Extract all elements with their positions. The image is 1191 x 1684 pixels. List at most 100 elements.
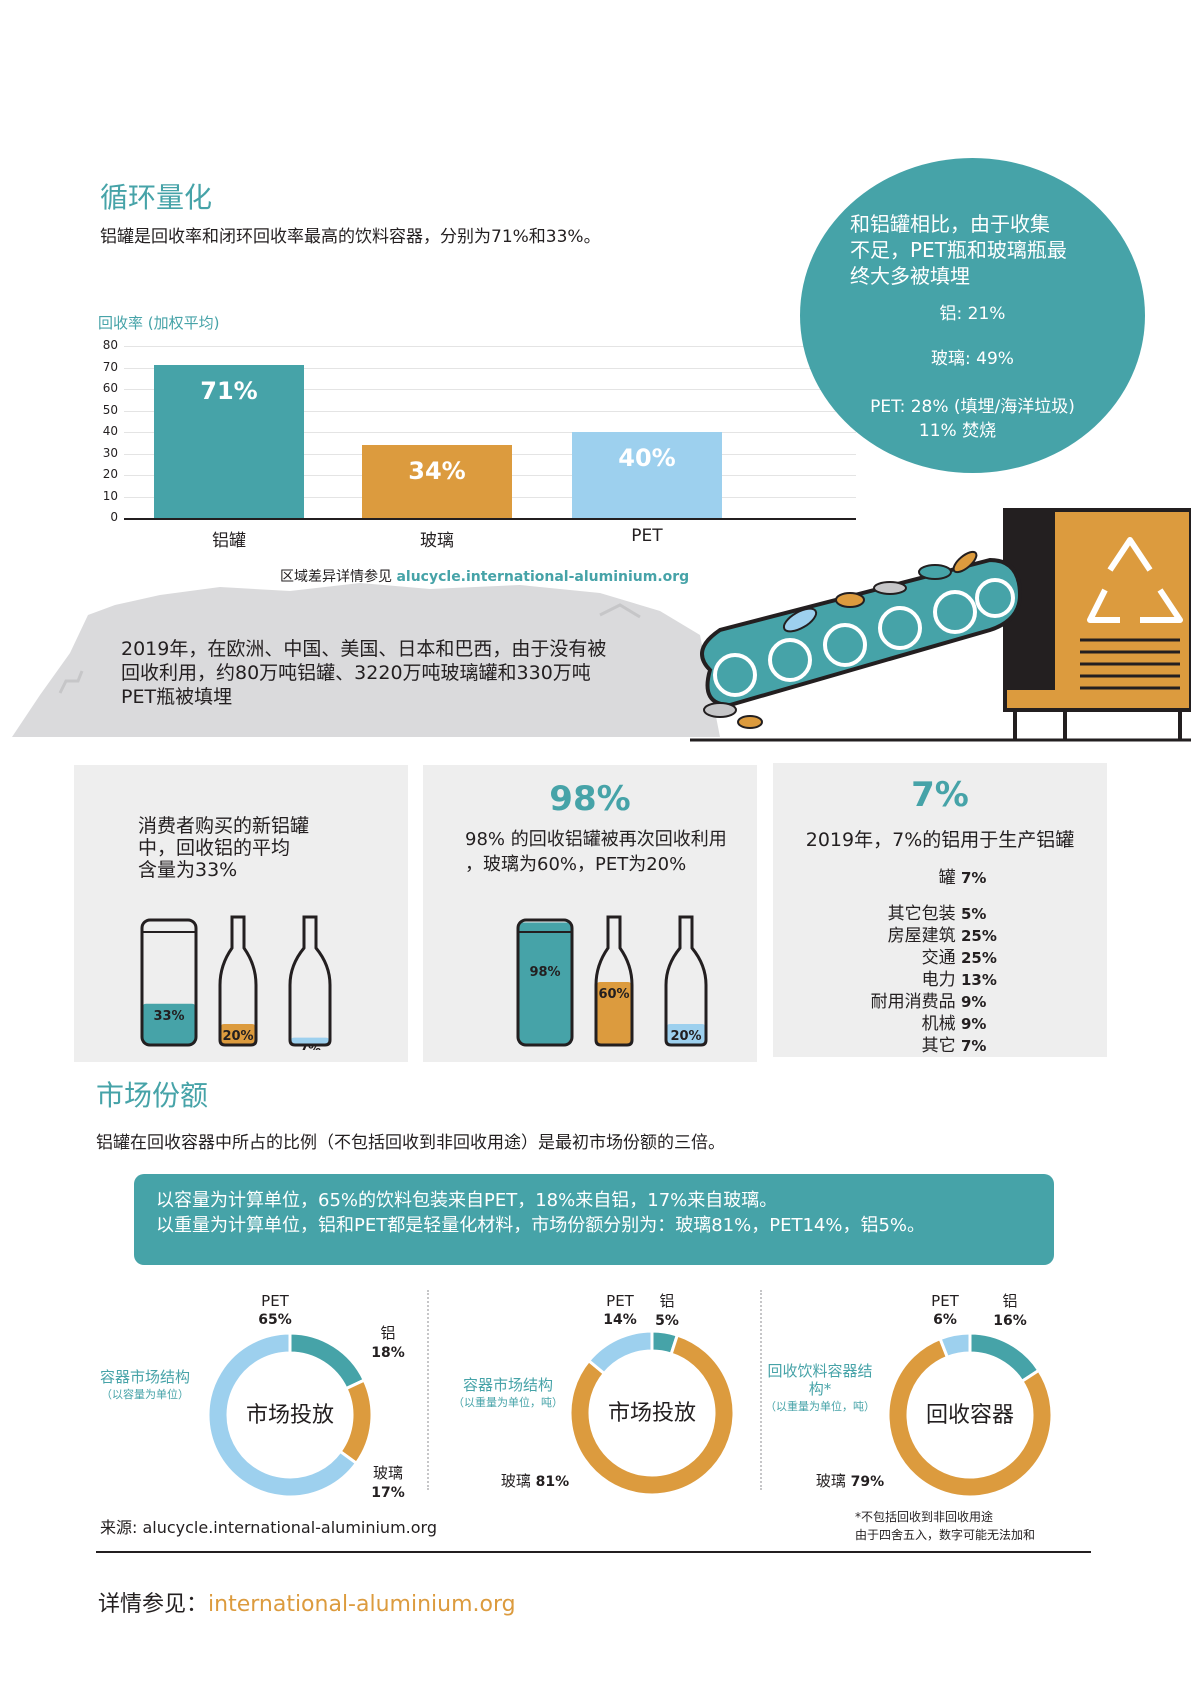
circle-line1: 和铝罐相比，由于收集 xyxy=(850,212,1050,236)
x-axis-line xyxy=(124,518,856,520)
bar-1: 34% xyxy=(362,444,512,518)
bar-0: 71% xyxy=(154,365,304,518)
end-use-label: 电力 xyxy=(921,970,961,990)
landfill-text-line2: 回收利用，约80万吨铝罐、3220万吨玻璃罐和330万吨 xyxy=(121,662,591,684)
panel1-line3: 含量为33% xyxy=(138,859,238,881)
gridline xyxy=(124,346,856,347)
donut2-center-label: 市场投放 xyxy=(607,1401,696,1426)
circle-al-share: 铝: 21% xyxy=(939,304,1006,324)
end-use-row: 耐用消费品 9% xyxy=(871,987,1003,1012)
y-tick-0: 0 xyxy=(110,510,118,524)
panel1-text: 消费者购买的新铝罐 中，回收铝的平均 含量为33% xyxy=(138,815,309,881)
donut1-al-label: 铝 18% xyxy=(363,1322,413,1361)
end-use-value: 5% xyxy=(961,905,987,923)
donut1-title: 容器市场结构 （以容量为单位） xyxy=(80,1368,210,1404)
circle-pet-incineration: 11% 焚烧 xyxy=(918,421,997,441)
panel1-line2: 中，回收铝的平均 xyxy=(138,837,291,859)
donut-slice xyxy=(938,1331,972,1360)
donut-slice xyxy=(968,1331,1041,1384)
end-use-label: 其它包装 xyxy=(887,904,961,924)
donut1-pet-name: PET xyxy=(261,1292,289,1310)
end-use-value: 9% xyxy=(961,993,987,1011)
pet-bottle-value-label: 7% xyxy=(299,1043,321,1050)
end-use-value: 25% xyxy=(961,949,997,967)
panel-recycled-content: 消费者购买的新铝罐 中，回收铝的平均 含量为33% 33% 20% 7% xyxy=(74,765,408,1062)
end-use-row: 交通 25% xyxy=(922,943,1003,968)
end-use-value: 25% xyxy=(961,927,997,945)
donut-slice xyxy=(886,1336,1054,1499)
donut-divider-2 xyxy=(760,1290,762,1490)
panel2-containers-graphic: 98% 60% 20% xyxy=(516,915,708,1047)
panel3-line1: 2019年，7%的铝用于生产铝罐 xyxy=(805,829,1075,851)
gridline xyxy=(124,432,856,433)
banner-line2: 以重量为计算单位，铝和PET都是轻量化材料，市场份额分别为：玻璃81%，PET1… xyxy=(156,1215,926,1236)
gridline xyxy=(124,389,856,390)
donut3-title: 回收饮料容器结 构* （以重量为单位，吨） xyxy=(755,1362,885,1416)
glass-bottle-icon: 20% xyxy=(218,915,258,1047)
end-use-label: 交通 xyxy=(921,948,961,968)
donut1-title-text: 容器市场结构 xyxy=(99,1368,190,1386)
footer: 详情参见：international-aluminium.org xyxy=(98,1586,516,1618)
donut2-title-text: 容器市场结构 xyxy=(462,1376,553,1394)
category-label: PET xyxy=(631,526,663,546)
donut3-al-label: 铝 16% xyxy=(990,1290,1030,1329)
donut1-al-name: 铝 xyxy=(380,1324,396,1342)
circle-pet-share: PET: 28% (填埋/海洋垃圾) xyxy=(870,397,1075,417)
footnote-rounding: 由于四舍五入，数字可能无法加和 xyxy=(855,1528,1036,1542)
end-use-row: 机械 9% xyxy=(922,1009,1003,1034)
panel3-end-use-list: 罐 7% 其它包装 5% 房屋建筑 25% 交通 25% 电力 13% 耐用消费品 9% 机… xyxy=(773,863,1003,1056)
y-tick-20: 20 xyxy=(102,467,118,481)
donut3-glass-value: 79% xyxy=(850,1474,885,1490)
donut3-pet-label: PET 6% xyxy=(925,1292,965,1328)
circle-glass-share: 玻璃: 49% xyxy=(931,349,1014,369)
panel1-line1: 消费者购买的新铝罐 xyxy=(138,815,310,837)
donut1-subtitle: （以容量为单位） xyxy=(101,1388,189,1401)
pet-bottle-icon: 7% xyxy=(288,915,332,1050)
donut3-pet-name: PET xyxy=(931,1292,959,1310)
footer-link[interactable]: international-aluminium.org xyxy=(208,1592,516,1617)
donut3-chart xyxy=(886,1331,1054,1499)
can-icon: 98% xyxy=(516,918,574,1047)
donut3-glass-name: 玻璃 xyxy=(815,1472,846,1490)
end-use-label: 房屋建筑 xyxy=(887,926,961,946)
landfill-text-line3: PET瓶被填埋 xyxy=(121,686,233,708)
donut2-pet-value: 14% xyxy=(603,1312,637,1328)
end-use-label: 机械 xyxy=(921,1014,961,1034)
end-use-row: 其它 7% xyxy=(922,1031,1003,1056)
recycling-rate-bar-chart: 0 10 20 30 40 50 60 70 80 71% 铝罐 34% 玻璃 40% PET xyxy=(96,338,856,570)
chart-note-link[interactable]: alucycle.international-aluminium.org xyxy=(396,569,690,585)
category-label: 铝罐 xyxy=(212,531,246,551)
donut3-al-name: 铝 xyxy=(1002,1292,1018,1310)
donut3-subtitle: （以重量为单位，吨） xyxy=(765,1400,875,1413)
source-note: 来源: alucycle.international-aluminium.org xyxy=(100,1518,437,1537)
panel2-line2: ，玻璃为60%，PET为20% xyxy=(465,854,687,875)
section-title-circularity: 循环量化 xyxy=(100,181,213,214)
y-tick-40: 40 xyxy=(102,424,118,438)
footer-divider xyxy=(96,1551,1091,1553)
bar-value-label: 71% xyxy=(200,377,258,406)
donut1-glass-value: 17% xyxy=(371,1485,405,1501)
category-label: 玻璃 xyxy=(420,531,454,551)
can-value-label: 33% xyxy=(153,1009,184,1024)
donut3-pet-value: 6% xyxy=(933,1312,957,1328)
donut2-al-name: 铝 xyxy=(659,1292,675,1310)
donut2-glass-label: 玻璃 81% xyxy=(495,1470,575,1491)
y-tick-10: 10 xyxy=(102,488,118,503)
end-use-value: 13% xyxy=(961,971,997,989)
bar-value-label: 40% xyxy=(618,444,676,472)
circle-line3: 终大多被填埋 xyxy=(850,264,970,288)
y-tick-60: 60 xyxy=(102,381,118,395)
donut3-title-text: 回收饮料容器结 xyxy=(767,1362,873,1380)
donut1-al-value: 18% xyxy=(371,1345,405,1361)
end-use-row: 罐 7% xyxy=(939,863,1003,888)
landfill-text: 2019年，在欧洲、中国、美国、日本和巴西，由于没有被 回收利用，约80万吨铝罐… xyxy=(121,637,606,709)
pet-bottle-icon: 20% xyxy=(664,915,708,1047)
end-use-row: 电力 13% xyxy=(922,965,1003,990)
end-use-value: 9% xyxy=(961,1015,987,1033)
panel2-line1: 98% 的回收铝罐被再次回收利用 xyxy=(465,829,727,850)
donut2-glass-value: 81% xyxy=(535,1474,570,1490)
donut2-subtitle: （以重量为单位，吨） xyxy=(453,1396,563,1409)
panel-aluminium-end-use: 7% 2019年，7%的铝用于生产铝罐 罐 7% 其它包装 5% 房屋建筑 25% 交… xyxy=(773,763,1107,1057)
gridline xyxy=(124,367,856,369)
landfill-pile-graphic xyxy=(12,583,720,737)
